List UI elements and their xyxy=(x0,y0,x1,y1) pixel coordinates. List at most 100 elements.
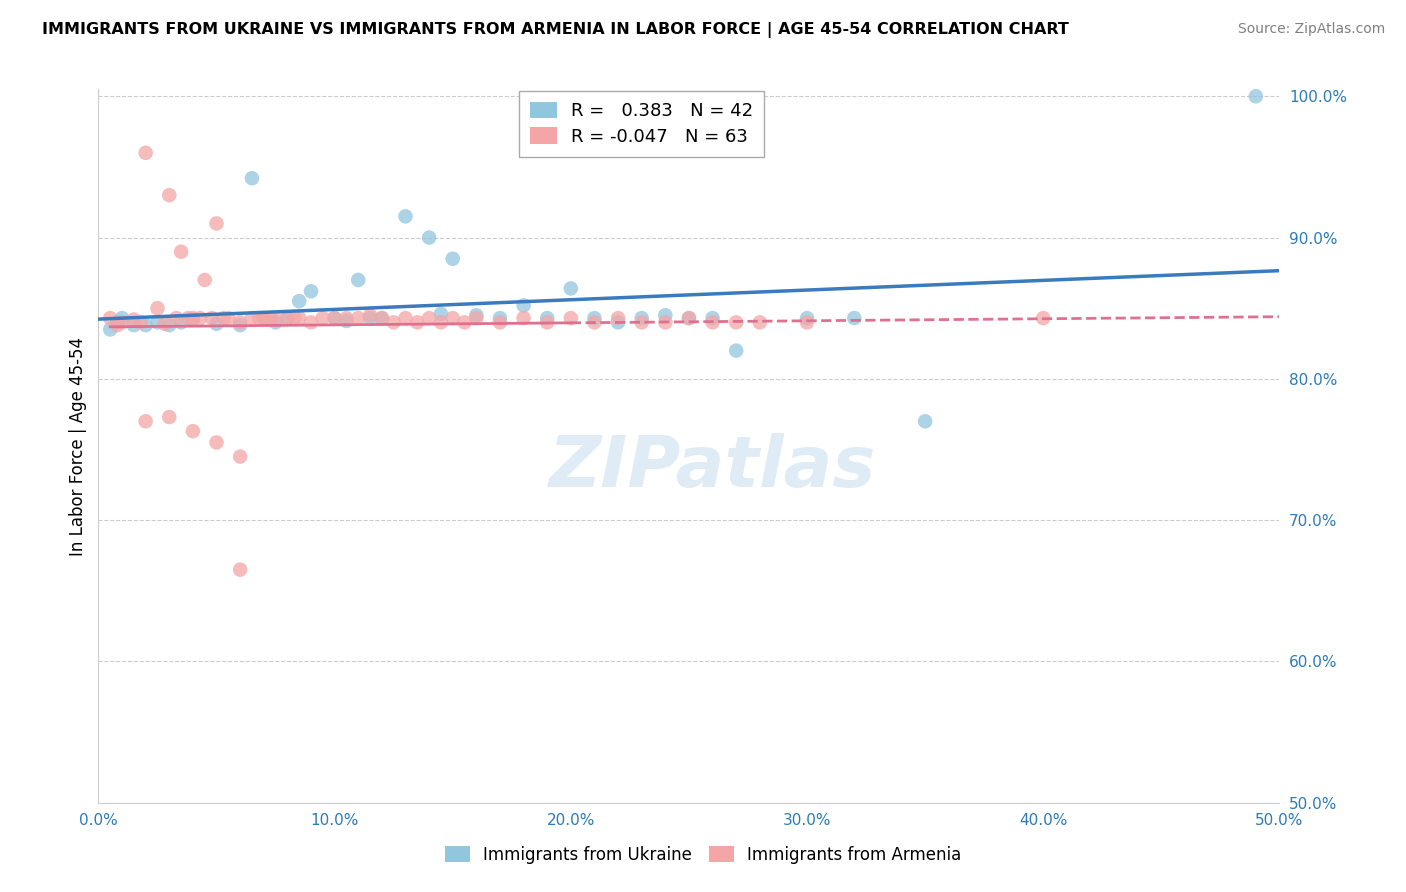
Point xyxy=(146,315,169,329)
Point xyxy=(194,273,217,287)
Point xyxy=(441,252,464,266)
Point xyxy=(98,322,121,336)
Point xyxy=(748,315,770,329)
Point xyxy=(264,315,287,329)
Point xyxy=(205,216,228,230)
Point xyxy=(135,414,157,428)
Point xyxy=(607,311,630,326)
Point xyxy=(283,311,305,326)
Point xyxy=(654,315,676,329)
Point xyxy=(560,311,582,326)
Point xyxy=(240,171,263,186)
Point xyxy=(418,230,440,244)
Point xyxy=(122,318,145,333)
Point xyxy=(654,308,676,322)
Point xyxy=(157,318,180,333)
Point xyxy=(157,188,180,202)
Point xyxy=(165,311,187,326)
Point xyxy=(135,318,157,333)
Text: Source: ZipAtlas.com: Source: ZipAtlas.com xyxy=(1237,22,1385,37)
Point xyxy=(177,311,200,326)
Text: ZIPatlas: ZIPatlas xyxy=(548,433,876,502)
Legend: R =   0.383   N = 42, R = -0.047   N = 63: R = 0.383 N = 42, R = -0.047 N = 63 xyxy=(519,91,765,156)
Point xyxy=(583,315,606,329)
Point xyxy=(129,315,152,329)
Point xyxy=(347,273,370,287)
Point xyxy=(1244,89,1267,103)
Point xyxy=(347,311,370,326)
Point xyxy=(702,311,724,326)
Point xyxy=(465,311,488,326)
Point xyxy=(135,145,157,160)
Point xyxy=(288,311,311,326)
Point xyxy=(229,318,252,333)
Point xyxy=(607,315,630,329)
Point xyxy=(98,311,121,326)
Y-axis label: In Labor Force | Age 45-54: In Labor Force | Age 45-54 xyxy=(69,336,87,556)
Point xyxy=(247,311,270,326)
Point xyxy=(844,311,866,326)
Point xyxy=(382,315,405,329)
Point xyxy=(188,311,211,326)
Point xyxy=(153,317,176,331)
Point xyxy=(212,311,235,326)
Point xyxy=(371,311,394,326)
Point xyxy=(453,315,475,329)
Point xyxy=(1032,311,1054,326)
Point xyxy=(217,311,239,326)
Point xyxy=(512,298,534,312)
Point xyxy=(441,311,464,326)
Point xyxy=(536,315,558,329)
Point xyxy=(111,311,134,326)
Point xyxy=(260,311,283,326)
Point xyxy=(725,343,748,358)
Point xyxy=(229,450,252,464)
Point xyxy=(181,312,204,326)
Point xyxy=(335,311,357,326)
Point xyxy=(335,314,357,328)
Point xyxy=(465,308,488,322)
Point xyxy=(181,311,204,326)
Point xyxy=(253,311,276,326)
Point xyxy=(359,308,381,322)
Point xyxy=(229,563,252,577)
Point xyxy=(105,318,128,333)
Point xyxy=(430,315,453,329)
Point xyxy=(796,311,818,326)
Point xyxy=(406,315,429,329)
Point xyxy=(796,315,818,329)
Point xyxy=(583,311,606,326)
Point xyxy=(146,301,169,316)
Point xyxy=(323,311,346,326)
Point xyxy=(630,311,652,326)
Point xyxy=(111,315,134,329)
Point xyxy=(678,311,700,326)
Point xyxy=(276,311,298,326)
Point xyxy=(323,311,346,326)
Point xyxy=(170,244,193,259)
Point xyxy=(430,307,453,321)
Point xyxy=(253,311,276,326)
Point xyxy=(702,315,724,329)
Point xyxy=(205,435,228,450)
Point xyxy=(512,311,534,326)
Point xyxy=(181,424,204,438)
Point xyxy=(170,315,193,329)
Point xyxy=(914,414,936,428)
Point xyxy=(276,311,298,326)
Point xyxy=(288,294,311,309)
Point xyxy=(536,311,558,326)
Point xyxy=(630,315,652,329)
Legend: Immigrants from Ukraine, Immigrants from Armenia: Immigrants from Ukraine, Immigrants from… xyxy=(439,839,967,871)
Point xyxy=(418,311,440,326)
Point xyxy=(122,312,145,326)
Point xyxy=(201,311,224,326)
Point xyxy=(359,311,381,326)
Point xyxy=(312,311,335,326)
Point xyxy=(725,315,748,329)
Point xyxy=(240,311,263,326)
Point xyxy=(371,311,394,326)
Point xyxy=(678,311,700,326)
Point xyxy=(229,315,252,329)
Point xyxy=(105,315,128,329)
